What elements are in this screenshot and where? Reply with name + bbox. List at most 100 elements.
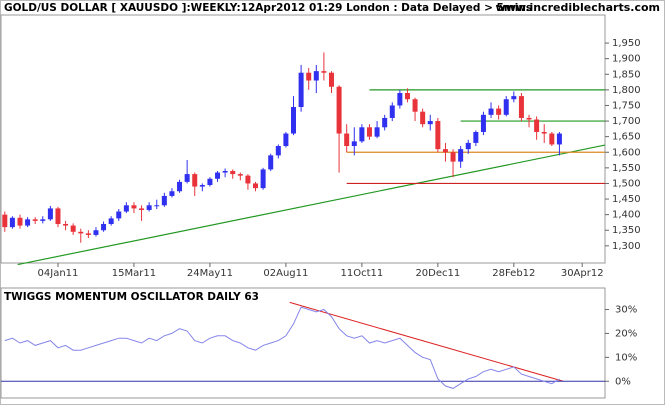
y-tick-label: 1,600	[612, 147, 641, 158]
y-tick-label: 1,500	[612, 178, 641, 189]
candle-body	[518, 96, 524, 118]
candle-body	[32, 219, 38, 221]
x-tick-label: 24May11	[187, 268, 233, 279]
candle-body	[85, 233, 91, 235]
chart-title: GOLD/US DOLLAR [ XAUUSDO ]:WEEKLY:12Apr2…	[4, 2, 532, 14]
candle-body	[435, 121, 441, 150]
candle-body	[93, 230, 99, 235]
x-tick-label: 02Aug11	[263, 268, 308, 279]
candle-body	[40, 219, 46, 221]
candle-body	[534, 119, 540, 132]
candle-body	[427, 121, 433, 125]
website: www.incrediblecharts.com	[496, 1, 660, 14]
candle-body	[298, 72, 304, 108]
candle-body	[146, 205, 152, 210]
candle-body	[55, 208, 61, 225]
y-tick-label: 1,900	[612, 54, 641, 65]
candle-body	[549, 133, 555, 145]
candle-body	[480, 114, 486, 132]
candle-body	[556, 133, 562, 145]
candle-body	[374, 127, 380, 137]
y-tick-label: 1,350	[612, 225, 641, 236]
x-tick-label: 04Jan11	[38, 268, 79, 279]
candle-body	[389, 105, 395, 118]
candle-body	[2, 214, 8, 228]
y-tick-label: 1,550	[612, 163, 641, 174]
trend-line	[17, 144, 606, 266]
x-tick-label: 20Dec11	[415, 268, 460, 279]
candle-body	[245, 175, 251, 184]
candle-body	[154, 205, 160, 207]
candle-body	[123, 205, 129, 212]
candle-body	[283, 133, 289, 147]
candle-body	[511, 96, 517, 100]
candle-body	[230, 170, 236, 175]
candle-body	[101, 224, 107, 231]
candle-body	[108, 218, 114, 225]
candle-body	[328, 72, 334, 87]
candle-body	[70, 225, 76, 232]
x-tick-label: 15Mar11	[112, 268, 156, 279]
y-tick-label: 1,400	[612, 210, 641, 221]
price-panel	[0, 14, 606, 264]
candle-body	[366, 127, 372, 137]
candle-body	[237, 174, 243, 176]
candle-body	[199, 185, 205, 187]
candle-body	[397, 92, 403, 106]
candle-body	[541, 131, 547, 134]
y-tick-label: 1,700	[612, 116, 641, 127]
candle-body	[313, 71, 319, 81]
candle-body	[526, 117, 532, 120]
oscillator-title: TWIGGS MOMENTUM OSCILLATOR DAILY 63	[4, 291, 259, 303]
candle-body	[131, 205, 137, 209]
candle-body	[458, 149, 464, 162]
candle-body	[291, 107, 297, 134]
oscillator-panel	[0, 287, 606, 399]
candle-body	[215, 172, 221, 179]
candle-body	[306, 72, 312, 81]
candle-body	[47, 208, 53, 220]
y-tick-label: 1,300	[612, 241, 641, 252]
candle-body	[253, 183, 259, 189]
candle-body	[63, 224, 69, 226]
x-tick-label: 11Oct11	[341, 268, 384, 279]
candle-body	[382, 117, 388, 128]
candle-body	[344, 133, 350, 147]
candle-body	[473, 131, 479, 143]
y-tick-label: 1,950	[612, 38, 641, 49]
y-tick-label: 1,650	[612, 132, 641, 143]
x-tick-label: 28Feb12	[492, 268, 535, 279]
candle-body	[496, 108, 502, 115]
y-tick-label: 1,450	[612, 194, 641, 205]
candle-body	[503, 99, 509, 115]
x-tick-label: 30Apr12	[561, 268, 604, 279]
y-tick-label: 1,750	[612, 100, 641, 111]
candle-body	[336, 86, 342, 134]
candle-body	[184, 174, 190, 182]
candle-body	[359, 127, 365, 142]
candle-body	[450, 152, 456, 162]
candle-body	[207, 178, 213, 186]
candle-body	[465, 142, 471, 150]
candle-body	[412, 99, 418, 112]
candle-body	[222, 170, 228, 173]
y-tick-label: 10%	[615, 352, 637, 363]
candle-body	[177, 181, 183, 192]
candle-body	[116, 211, 122, 219]
candle-body	[139, 208, 145, 210]
candle-body	[420, 111, 426, 125]
candle-body	[275, 146, 281, 156]
candle-body	[25, 219, 31, 226]
reference-line	[289, 301, 564, 382]
candle-body	[488, 108, 494, 115]
y-tick-label: 0%	[615, 376, 631, 387]
y-tick-label: 20%	[615, 328, 637, 339]
oscillator-line	[4, 306, 560, 389]
candle-body	[404, 92, 410, 100]
candle-body	[161, 195, 167, 206]
candle-body	[192, 174, 198, 187]
candle-body	[442, 149, 448, 153]
candle-body	[78, 231, 84, 234]
candle-body	[268, 155, 274, 170]
